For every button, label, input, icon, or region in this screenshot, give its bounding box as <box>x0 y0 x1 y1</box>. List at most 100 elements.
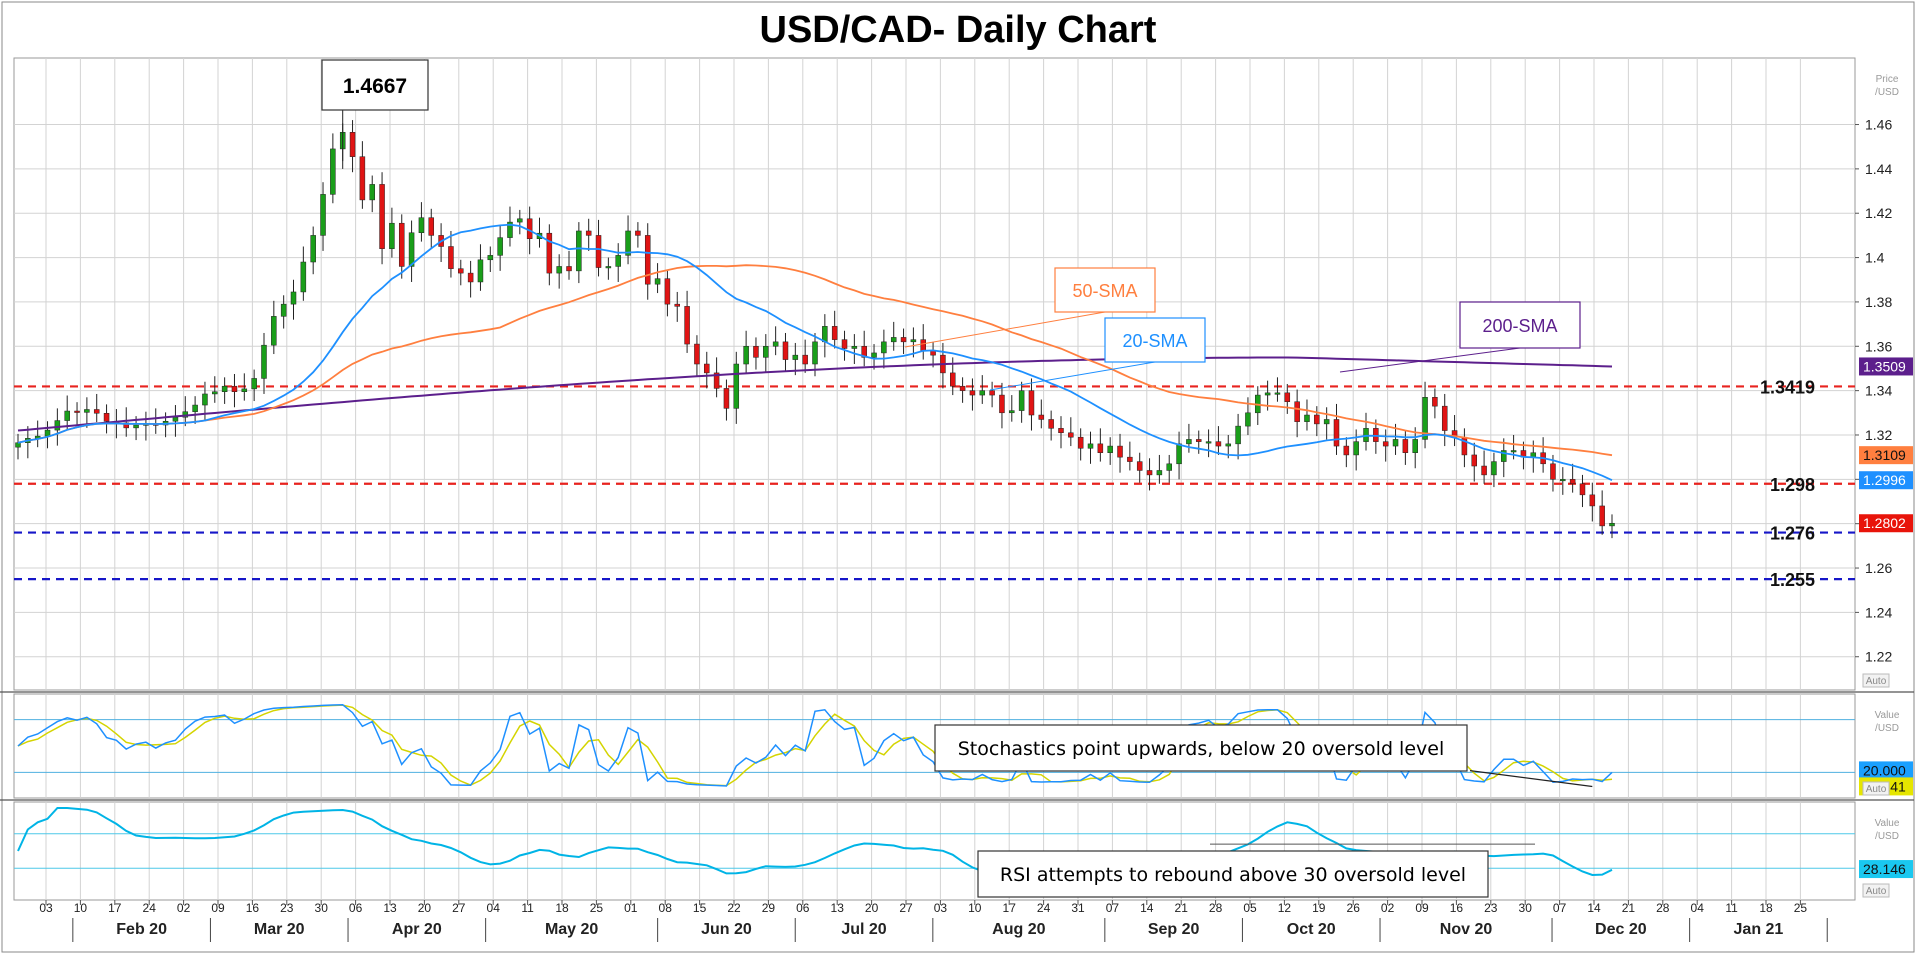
candle-down <box>920 339 926 351</box>
candle-down <box>1058 428 1064 434</box>
candle-down <box>1028 390 1035 416</box>
candle-up <box>261 344 267 379</box>
last-price-tag <box>1859 514 1913 533</box>
candle-up <box>1176 443 1182 465</box>
candle-up <box>1235 425 1241 445</box>
last-price-tag-label: 1.2802 <box>1863 515 1906 531</box>
x-day-label: 14 <box>1587 901 1601 915</box>
candle-up <box>241 388 248 392</box>
x-month-label: Dec 20 <box>1595 921 1647 938</box>
candle-down <box>359 156 366 201</box>
x-month-label: Mar 20 <box>254 921 305 938</box>
stoch-auto-label: Auto <box>1866 784 1887 795</box>
candle-up <box>1609 522 1615 527</box>
y-tick-label: 1.46 <box>1865 117 1892 133</box>
y-axis-title-price: Price <box>1876 74 1899 85</box>
x-day-label: 18 <box>555 901 569 915</box>
stoch-auto-box <box>1862 781 1890 796</box>
candle-up <box>172 416 179 422</box>
candle-up <box>1107 445 1113 453</box>
sma20-line <box>17 223 1613 482</box>
axis-labels: 03 10 17 24 02 09 16 23 30 06 13 20 27 04 11 18 25 01 08 15… <box>39 74 1913 942</box>
candle-up <box>812 341 818 365</box>
candle-down <box>753 346 759 358</box>
x-day-label: 19 <box>1312 901 1326 915</box>
candle-down <box>1550 463 1556 480</box>
x-day-label: 03 <box>39 901 53 915</box>
rsi-annotation-box <box>977 850 1489 898</box>
candle-up <box>44 429 51 437</box>
candle-down <box>713 372 720 389</box>
x-day-label: 07 <box>1106 901 1120 915</box>
candle-up <box>54 420 61 431</box>
candle-down <box>379 184 385 249</box>
x-day-label: 13 <box>831 901 845 915</box>
stoch-trendline <box>1469 770 1593 788</box>
x-day-label: 27 <box>899 901 913 915</box>
x-day-label: 29 <box>762 901 776 915</box>
x-month-label: Jul 20 <box>841 921 886 938</box>
x-day-label: 12 <box>1278 901 1292 915</box>
candle-down <box>1068 432 1074 438</box>
candle-up <box>487 255 494 261</box>
x-day-label: 10 <box>968 901 982 915</box>
candle-down <box>546 232 553 274</box>
candle-up <box>1264 392 1271 396</box>
x-day-label: 13 <box>383 901 397 915</box>
x-day-label: 06 <box>796 901 810 915</box>
candle-up <box>1186 439 1192 445</box>
candle-down <box>1038 414 1045 420</box>
candle-up <box>1225 443 1232 447</box>
candle-up <box>1353 441 1359 456</box>
rsi-y-unit: /USD <box>1875 831 1899 842</box>
candle-down <box>635 230 641 236</box>
sma20-annotation-box <box>1104 317 1206 363</box>
candle-up <box>202 393 208 406</box>
x-day-label: 01 <box>624 901 638 915</box>
x-month-label: Aug 20 <box>992 921 1045 938</box>
x-month-label: Nov 20 <box>1440 921 1493 938</box>
candle-down <box>1294 401 1300 422</box>
candle-up <box>772 341 779 347</box>
x-day-label: 14 <box>1140 901 1154 915</box>
candle-down <box>841 339 848 349</box>
candle-up <box>271 316 277 346</box>
candle-up <box>1560 479 1566 482</box>
stoch-y-title: Value <box>1875 710 1900 721</box>
candle-down <box>861 346 867 358</box>
candle-down <box>1382 441 1389 447</box>
x-day-label: 15 <box>693 901 707 915</box>
candle-up <box>654 278 661 285</box>
candle-down <box>694 343 700 365</box>
candle-up <box>320 194 326 236</box>
sma50-annotation-box <box>1054 267 1156 313</box>
candle-down <box>1402 439 1409 453</box>
candle-up <box>1304 414 1310 422</box>
x-day-label: 31 <box>1071 901 1085 915</box>
candle-down <box>989 390 995 396</box>
candle-up <box>1087 443 1094 449</box>
y-tick-label: 1.38 <box>1865 294 1892 310</box>
sma200-line <box>17 356 1613 432</box>
candle-up <box>871 352 877 358</box>
candle-up <box>280 303 287 317</box>
candle-down <box>93 409 100 414</box>
x-day-label: 11 <box>1725 901 1738 915</box>
candle-down <box>349 132 356 157</box>
candle-down <box>1314 414 1320 425</box>
x-day-label: 21 <box>1622 901 1636 915</box>
level-label: 1.298 <box>1770 475 1815 495</box>
x-day-label: 23 <box>280 901 294 915</box>
candle-down <box>1215 441 1222 447</box>
stochastics-panel-frame <box>13 693 1856 799</box>
candle-down <box>1127 456 1133 462</box>
candle-down <box>467 272 474 283</box>
candle-up <box>221 385 228 392</box>
peak-callout-box <box>321 59 429 111</box>
candle-down <box>123 422 129 429</box>
sma200-annotation-leader <box>1339 347 1521 373</box>
x-day-label: 03 <box>934 901 948 915</box>
candle-down <box>999 394 1005 414</box>
candle-up <box>910 339 917 343</box>
